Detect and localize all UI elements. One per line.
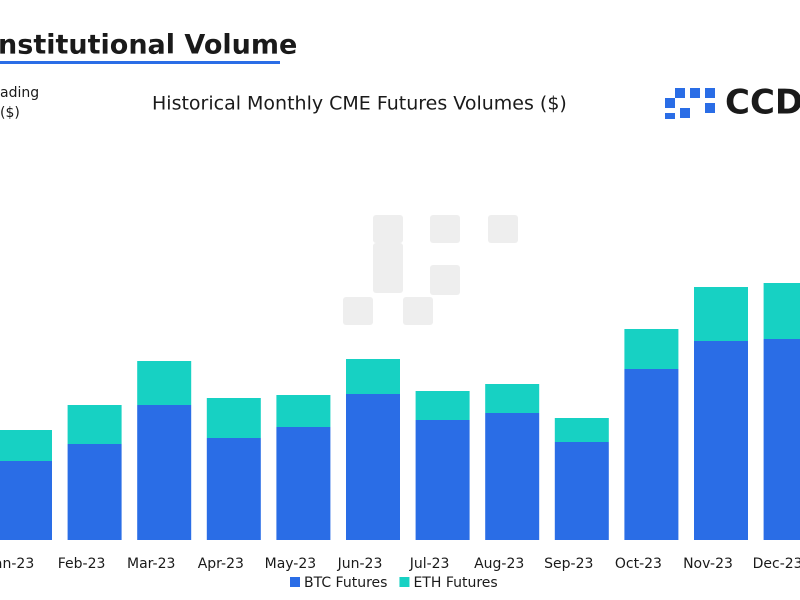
bar-segment [276, 395, 331, 427]
bar-segment [0, 430, 52, 461]
chart-title: Historical Monthly CME Futures Volumes (… [152, 93, 567, 115]
bar-segment [624, 329, 679, 369]
bar-segment [346, 359, 400, 394]
bar-segment [694, 287, 748, 341]
bar-segment [554, 418, 609, 442]
x-tick-label: Sep-23 [544, 556, 593, 572]
bar-segment [624, 369, 679, 540]
side-note: ($) [0, 105, 20, 121]
x-tick-label: Dec-23 [753, 556, 800, 572]
x-tick-label: Oct-23 [615, 556, 662, 572]
bar-segment [0, 461, 52, 540]
x-tick-label: Aug-23 [474, 556, 524, 572]
legend-swatch [290, 577, 300, 587]
watermark [343, 215, 518, 325]
side-note: ading [0, 85, 39, 101]
bar-segment [276, 427, 331, 540]
bar-segment [763, 283, 800, 339]
bar-segment [485, 413, 540, 540]
page-title: Institutional Volume [0, 30, 297, 61]
x-tick-label: May-23 [265, 556, 317, 572]
x-tick-label: Jul-23 [409, 556, 450, 572]
bar-segment [137, 405, 192, 540]
x-tick-label: Feb-23 [58, 556, 106, 572]
bar-segment [206, 438, 261, 540]
bar-segment [67, 405, 122, 444]
bar-segment [415, 391, 470, 420]
logo-text: CCD [725, 83, 800, 123]
bar-segment [694, 341, 748, 540]
bar-segment [763, 339, 800, 540]
bar-segment [137, 361, 192, 405]
bar-segment [346, 394, 400, 540]
bar-segment [67, 444, 122, 540]
bar-segment [206, 398, 261, 438]
bar-segment [554, 442, 609, 540]
x-tick-label: Mar-23 [127, 556, 175, 572]
title-underline [0, 61, 280, 64]
logo-icon [665, 88, 715, 119]
x-tick-label: Jan-23 [0, 556, 34, 572]
legend-label: BTC Futures [304, 575, 387, 591]
legend-swatch [399, 577, 410, 587]
x-tick-label: Apr-23 [198, 556, 244, 572]
legend-label: ETH Futures [413, 575, 497, 591]
bar-segment [485, 384, 540, 413]
x-tick-label: Nov-23 [683, 556, 733, 572]
bar-segment [415, 420, 470, 540]
x-tick-label: Jun-23 [337, 556, 383, 572]
